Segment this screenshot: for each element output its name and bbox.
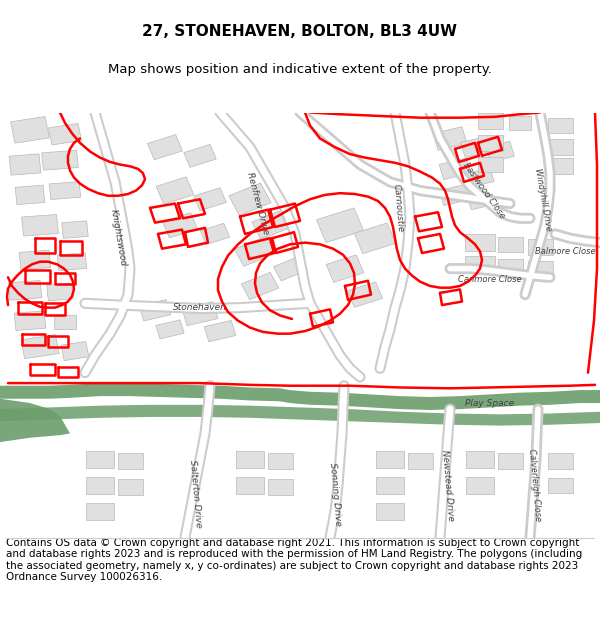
Bar: [241, 272, 279, 300]
Bar: [86, 503, 114, 520]
Bar: [465, 256, 495, 273]
Bar: [14, 311, 46, 331]
Text: Carnoustie: Carnoustie: [391, 183, 404, 232]
Text: Salterton Drive: Salterton Drive: [188, 460, 202, 529]
Bar: [41, 150, 79, 170]
Bar: [548, 478, 572, 493]
Text: Eastwood Close: Eastwood Close: [461, 161, 506, 220]
Bar: [204, 321, 236, 342]
Bar: [466, 477, 494, 494]
Bar: [478, 135, 503, 151]
Bar: [86, 451, 114, 468]
Bar: [433, 127, 467, 150]
Text: Knightswood: Knightswood: [109, 209, 127, 268]
Bar: [163, 213, 197, 238]
Bar: [354, 223, 396, 254]
Bar: [62, 221, 88, 238]
Text: 27, STONEHAVEN, BOLTON, BL3 4UW: 27, STONEHAVEN, BOLTON, BL3 4UW: [143, 24, 458, 39]
Polygon shape: [0, 383, 600, 410]
Bar: [49, 123, 82, 145]
Bar: [252, 211, 288, 239]
Text: Sonning Drive: Sonning Drive: [328, 462, 342, 526]
Bar: [139, 299, 171, 321]
Text: Windyhill Drive: Windyhill Drive: [533, 167, 553, 231]
Bar: [86, 477, 114, 494]
Polygon shape: [0, 399, 70, 442]
Bar: [376, 477, 404, 494]
Bar: [497, 453, 523, 469]
Bar: [54, 316, 76, 329]
Bar: [274, 256, 307, 281]
Bar: [118, 479, 143, 495]
Bar: [268, 479, 293, 495]
Bar: [527, 261, 553, 276]
Bar: [61, 341, 89, 361]
Bar: [478, 113, 503, 129]
Bar: [465, 234, 495, 251]
Bar: [466, 451, 494, 468]
Text: Newstead Drive: Newstead Drive: [440, 449, 455, 521]
Bar: [156, 177, 194, 204]
Text: Renfrew Drive: Renfrew Drive: [245, 171, 271, 236]
Text: Contains OS data © Crown copyright and database right 2021. This information is : Contains OS data © Crown copyright and d…: [6, 538, 582, 582]
Text: Play Space: Play Space: [466, 399, 515, 408]
Bar: [376, 503, 404, 520]
Bar: [236, 451, 264, 468]
Bar: [200, 223, 230, 244]
Bar: [8, 281, 42, 300]
Text: Balmore Close: Balmore Close: [535, 247, 595, 256]
Bar: [548, 118, 572, 133]
Bar: [466, 168, 494, 187]
Bar: [478, 157, 503, 172]
Bar: [11, 116, 49, 143]
Bar: [19, 250, 51, 270]
Bar: [21, 334, 59, 359]
Bar: [439, 184, 471, 206]
Bar: [236, 477, 264, 494]
Bar: [316, 208, 364, 242]
Bar: [15, 185, 45, 204]
Bar: [548, 139, 572, 155]
Bar: [527, 239, 553, 255]
Bar: [467, 192, 493, 210]
Bar: [156, 320, 184, 339]
Bar: [182, 302, 218, 326]
Bar: [548, 159, 572, 174]
Bar: [194, 188, 226, 211]
Bar: [461, 137, 490, 158]
Bar: [235, 236, 275, 266]
Bar: [57, 253, 87, 271]
Text: Canmore Close: Canmore Close: [458, 274, 522, 284]
Bar: [148, 134, 182, 160]
Bar: [509, 116, 531, 130]
Bar: [22, 214, 58, 236]
Bar: [326, 255, 364, 282]
Bar: [47, 283, 73, 301]
Bar: [376, 451, 404, 468]
Bar: [485, 141, 514, 162]
Text: Map shows position and indicative extent of the property.: Map shows position and indicative extent…: [108, 63, 492, 76]
Text: Stonehaven: Stonehaven: [173, 303, 227, 312]
Bar: [548, 453, 572, 469]
Text: Calverleigh Close: Calverleigh Close: [527, 449, 542, 522]
Bar: [118, 453, 143, 469]
Bar: [497, 236, 523, 252]
Bar: [407, 453, 433, 469]
Bar: [9, 154, 41, 175]
Bar: [439, 158, 471, 179]
Bar: [49, 182, 81, 199]
Bar: [268, 453, 293, 469]
Bar: [184, 144, 216, 168]
Polygon shape: [0, 405, 600, 426]
Bar: [229, 183, 271, 216]
Bar: [347, 282, 383, 308]
Bar: [497, 259, 523, 275]
